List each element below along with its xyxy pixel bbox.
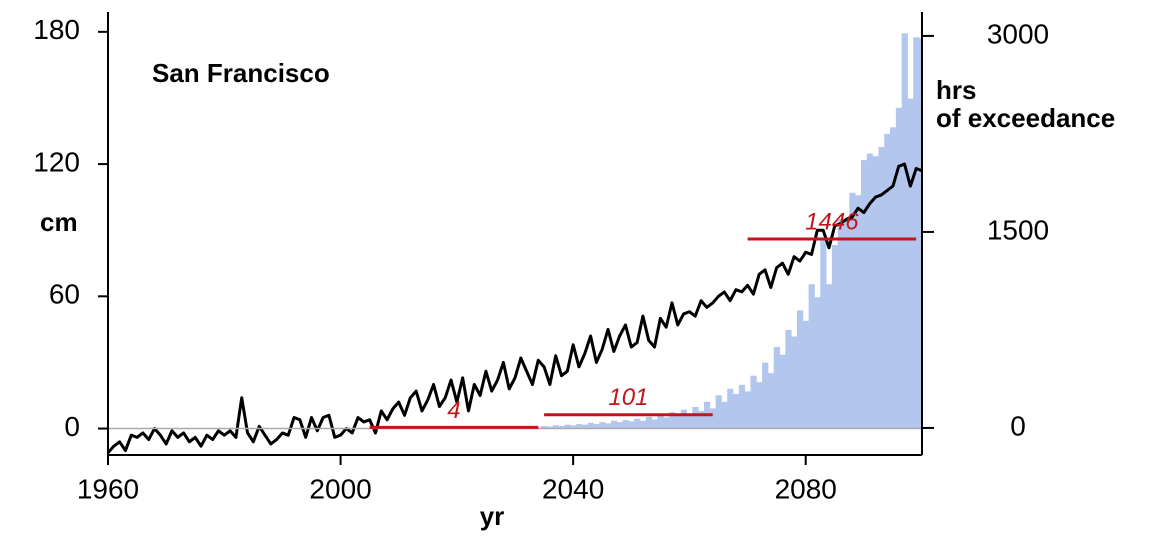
bar [570,425,577,428]
bar [733,393,740,428]
bar [651,419,658,428]
bar [552,425,560,428]
y-tick-label: 180 [33,14,80,45]
bar [587,422,594,428]
bar [913,37,920,428]
x-tick-label: 1960 [77,473,139,504]
bar [860,160,868,428]
bar [616,422,623,428]
bar [756,382,763,428]
y-axis-label: cm [40,207,78,237]
bar [767,373,775,428]
bar [826,284,833,428]
bar [907,98,914,428]
bar [674,415,682,428]
bar [535,427,542,428]
bar [640,420,647,428]
bar [814,297,821,428]
bar [855,195,862,428]
bar [872,156,879,428]
bar [727,388,734,428]
bar [849,192,856,428]
bar [796,310,804,428]
y2-tick-label: 3000 [987,18,1049,49]
bar [884,133,891,428]
bar [541,425,548,428]
bar [698,410,705,428]
y2-axis-label: of exceedance [936,103,1115,133]
y2-tick-label: 0 [1010,410,1026,441]
bar [709,408,716,428]
bar [721,401,728,428]
bar [645,416,653,428]
bar [773,346,780,428]
bar [820,238,827,428]
bar [744,391,751,428]
period-mean-label: 1446 [805,208,859,235]
bar [779,354,786,428]
bar [837,218,844,428]
period-mean-label: 101 [608,384,648,411]
bar [750,375,757,428]
x-tick-label: 2040 [542,473,604,504]
y2-axis-label: hrs [936,75,976,105]
plot-area [108,33,922,454]
bar [843,218,850,428]
bar [657,414,664,428]
bar [762,362,769,428]
y-tick-label: 0 [64,411,80,442]
bar [634,418,641,428]
bar [808,284,815,428]
data-line [108,162,922,454]
x-tick-label: 2080 [775,473,837,504]
bar [866,153,873,428]
bar [895,107,903,428]
bar [831,244,839,428]
y-tick-label: 120 [33,146,80,177]
period-mean-label: 4 [447,397,460,424]
bar [738,384,746,428]
bar [558,425,565,428]
bar [593,424,600,428]
bar [599,422,606,428]
x-tick-label: 2000 [309,473,371,504]
y-tick-label: 60 [49,279,80,310]
y2-tick-label: 1500 [987,214,1049,245]
bar [610,420,618,428]
bar [576,424,583,428]
chart-title: San Francisco [152,58,330,88]
bar [692,407,699,428]
bar [628,421,635,428]
bar [791,336,798,428]
x-axis-label: yr [480,501,505,531]
bar [715,395,722,428]
bar [802,320,810,428]
bar [785,329,792,428]
bar [901,33,908,428]
bar [622,420,629,428]
bar [878,146,885,428]
bar [680,409,687,428]
bar [669,412,676,428]
bar [605,423,612,428]
bar [546,426,554,428]
bar [581,424,589,428]
bar [890,127,897,428]
bar [663,417,670,428]
bar [564,424,571,428]
bar [919,38,922,428]
bar [686,413,693,428]
